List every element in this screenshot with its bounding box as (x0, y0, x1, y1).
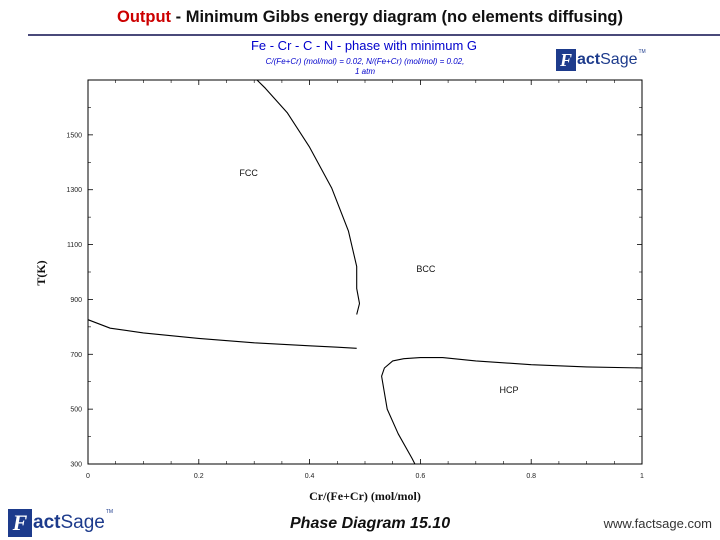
factsage-logo-bottom: F actSage TM (8, 509, 113, 537)
phase-boundary-line-1 (256, 79, 361, 315)
x-tick-label: 0.2 (194, 473, 204, 480)
title-divider (28, 34, 720, 36)
x-axis-label: Cr/(Fe+Cr) (mol/mol) (309, 489, 421, 503)
trademark-mark: TM (105, 509, 114, 515)
y-tick-label: 700 (70, 352, 82, 359)
slide-title-rest: - Minimum Gibbs energy diagram (no eleme… (171, 8, 624, 26)
y-axis-label: T(K) (34, 260, 48, 285)
y-tick-label: 500 (70, 407, 82, 414)
slide-title: Output - Minimum Gibbs energy diagram (n… (0, 8, 720, 27)
chart-subtitle-line-2: 1 atm (355, 67, 375, 76)
region-label-bcc: BCC (416, 264, 436, 274)
phase-boundary-line-3 (381, 357, 643, 465)
factsage-logo-text: actSage (33, 512, 105, 533)
chart-title: Fe - Cr - C - N - phase with minimum G (251, 38, 477, 53)
factsage-logo-top: F actSage TM (556, 49, 646, 71)
factsage-logo-text: actSage (577, 51, 638, 68)
factsage-logo-icon: F (556, 49, 576, 71)
x-tick-label: 1 (640, 473, 644, 480)
y-tick-label: 900 (70, 297, 82, 304)
chart-subtitle-line-1: C/(Fe+Cr) (mol/mol) = 0.02, N/(Fe+Cr) (m… (266, 57, 465, 66)
x-tick-label: 0.6 (416, 473, 426, 480)
y-tick-label: 300 (70, 462, 82, 469)
plot-frame (87, 79, 643, 465)
x-tick-label: 0.4 (305, 473, 315, 480)
factsage-logo-icon: F (8, 509, 32, 537)
phase-boundary-line-2 (87, 319, 357, 349)
region-label-fcc: FCC (239, 168, 258, 178)
y-tick-label: 1100 (67, 242, 82, 249)
region-label-hcp: HCP (500, 385, 519, 395)
y-tick-label: 1300 (66, 187, 82, 194)
trademark-mark: TM (638, 49, 646, 55)
footer-website: www.factsage.com (603, 516, 712, 531)
y-tick-label: 1500 (66, 132, 82, 139)
x-tick-label: 0.8 (526, 473, 536, 480)
footer-caption: Phase Diagram 15.10 (290, 515, 451, 532)
x-tick-label: 0 (86, 473, 90, 480)
slide-title-keyword: Output (116, 8, 172, 26)
